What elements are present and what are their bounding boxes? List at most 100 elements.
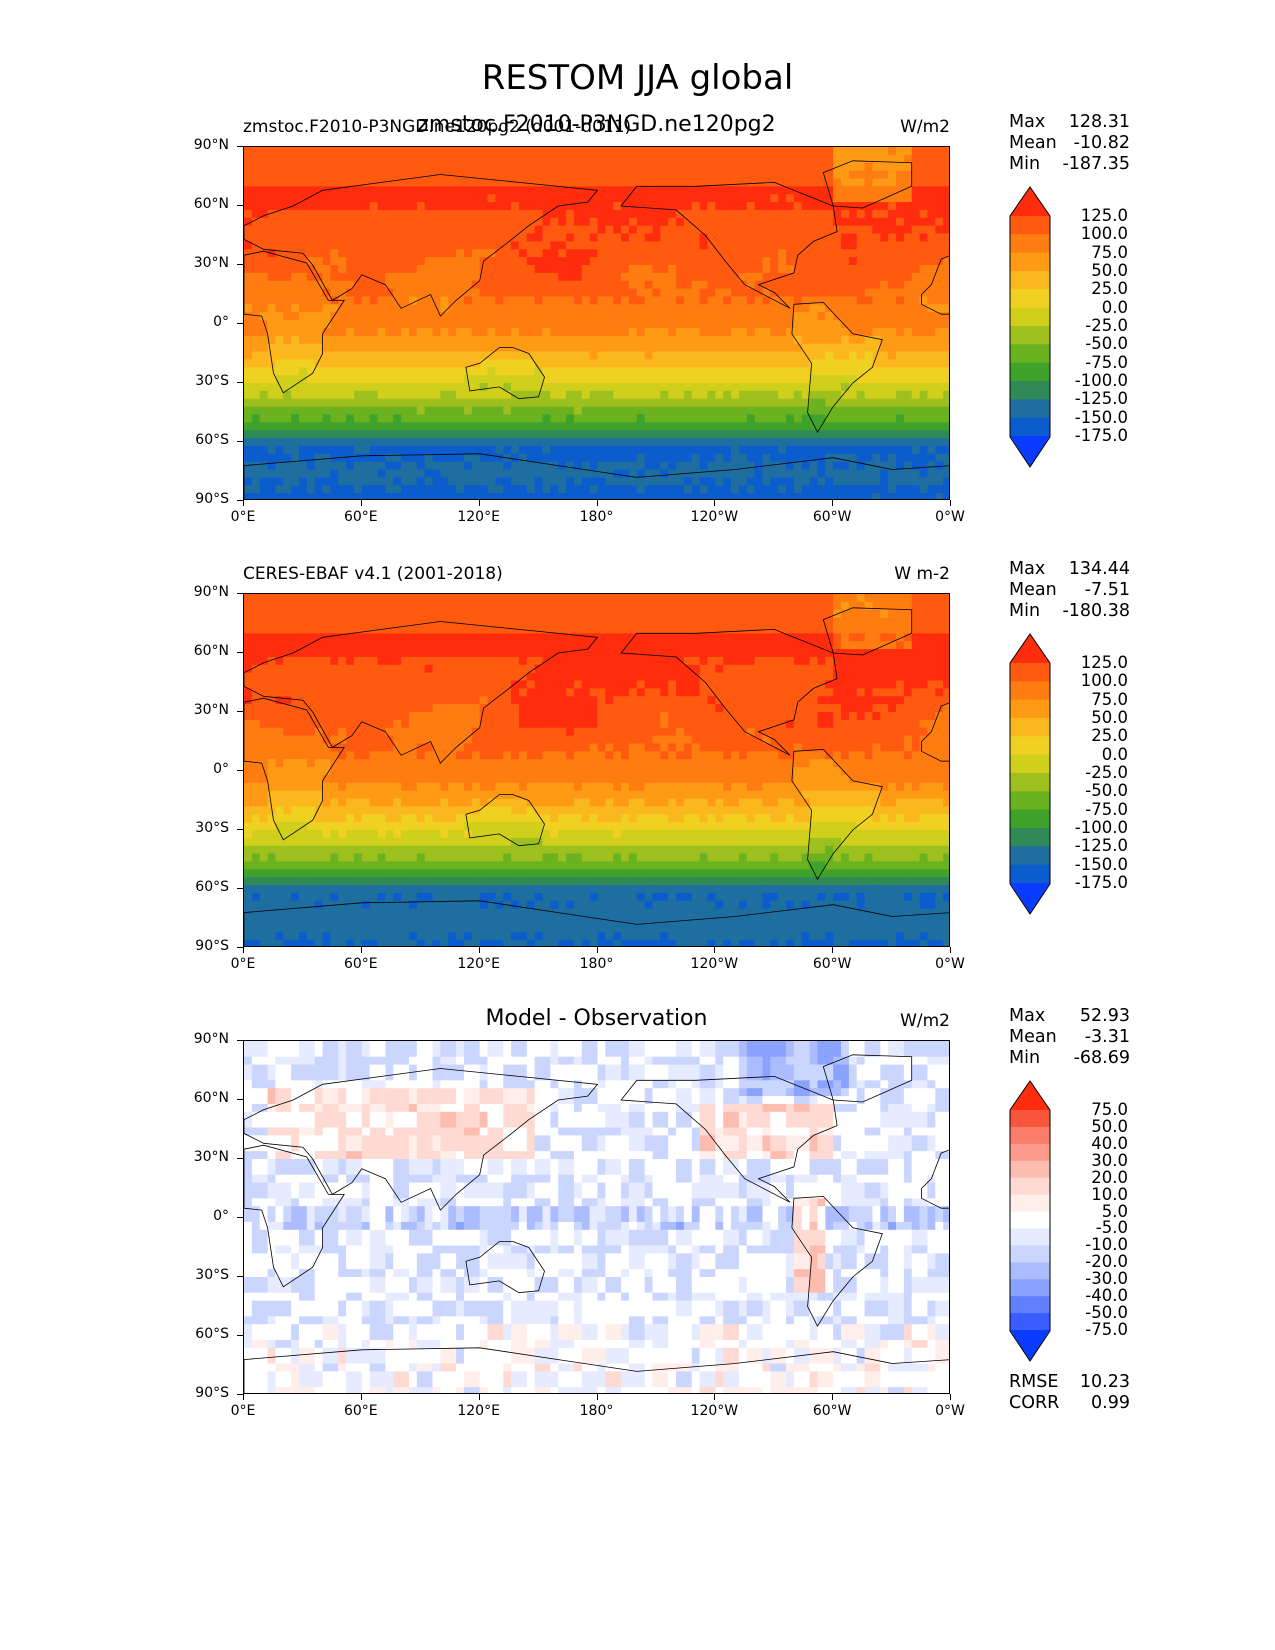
field-cell <box>738 656 748 666</box>
field-cell <box>848 296 858 305</box>
field-cell <box>518 351 528 360</box>
field-cell <box>707 469 716 478</box>
field-cell <box>778 351 787 360</box>
field-cell <box>487 351 496 360</box>
field-cell <box>801 656 811 666</box>
field-cell <box>573 625 583 634</box>
field-cell <box>432 186 441 195</box>
field-cell <box>542 320 551 329</box>
field-cell <box>440 162 449 172</box>
field-cell <box>518 390 528 400</box>
field-cell <box>456 225 465 235</box>
field-cell <box>408 617 418 627</box>
field-cell <box>817 312 826 321</box>
field-cell <box>408 664 418 674</box>
field-cell <box>943 233 949 242</box>
field-cell <box>880 170 889 180</box>
field-cell <box>573 383 583 392</box>
field-cell <box>275 664 284 674</box>
field-cell <box>456 202 465 211</box>
field-cell <box>346 375 355 384</box>
field-cell <box>471 170 481 180</box>
field-cell <box>338 625 347 634</box>
field-cell <box>440 233 449 242</box>
field-cell <box>864 257 874 266</box>
field-cell <box>526 430 536 439</box>
field-cell <box>566 241 575 250</box>
field-cell <box>377 617 386 627</box>
field-cell <box>361 485 371 494</box>
field-cell <box>456 422 465 431</box>
field-cell <box>291 390 300 400</box>
field-cell <box>573 351 583 360</box>
field-cell <box>518 641 528 650</box>
field-cell <box>283 265 292 274</box>
field-cell <box>377 453 386 463</box>
colorbar-segment <box>1010 234 1050 254</box>
field-cell <box>369 217 379 227</box>
field-cell <box>440 375 449 384</box>
field-cell <box>448 265 457 274</box>
field-cell <box>801 154 811 164</box>
field-cell <box>298 438 308 447</box>
field-cell <box>762 186 771 195</box>
field-cell <box>424 241 434 250</box>
field-cell <box>259 656 269 666</box>
field-cell <box>291 170 300 180</box>
field-cell <box>817 265 826 274</box>
field-cell <box>495 335 504 345</box>
field-cell <box>919 320 929 329</box>
field-cell <box>762 398 771 408</box>
field-cell <box>456 209 465 219</box>
field-cell <box>786 202 795 211</box>
field-cell <box>471 217 481 227</box>
field-cell <box>361 257 371 266</box>
field-cell <box>456 359 465 368</box>
field-cell <box>526 147 536 156</box>
field-cell <box>919 469 929 478</box>
field-cell <box>896 493 905 499</box>
field-cell <box>770 280 779 290</box>
field-cell <box>416 335 426 345</box>
field-cell <box>628 202 638 211</box>
field-cell <box>896 154 905 164</box>
field-cell <box>896 633 905 642</box>
field-cell <box>770 343 779 353</box>
field-cell <box>801 280 811 290</box>
field-cell <box>644 406 654 416</box>
field-cell <box>621 327 630 337</box>
field-cell <box>408 170 418 180</box>
field-cell <box>762 438 771 447</box>
field-cell <box>903 359 913 368</box>
field-cell <box>424 664 434 674</box>
field-cell <box>707 383 716 392</box>
field-cell <box>503 209 512 219</box>
field-cell <box>621 162 630 172</box>
field-cell <box>550 438 559 447</box>
field-cell <box>534 445 544 455</box>
field-cell <box>534 304 544 313</box>
field-cell <box>676 327 685 337</box>
field-cell <box>786 406 795 416</box>
field-cell <box>298 633 308 642</box>
field-cell <box>707 398 716 408</box>
field-cell <box>361 438 371 447</box>
field-cell <box>691 390 701 400</box>
field-cell <box>581 641 591 650</box>
field-cell <box>856 633 866 642</box>
field-cell <box>338 601 347 611</box>
field-cell <box>919 390 929 400</box>
field-cell <box>566 422 575 431</box>
field-cell <box>801 625 811 634</box>
field-cell <box>534 154 544 164</box>
field-cell <box>801 351 811 360</box>
field-cell <box>306 154 316 164</box>
field-cell <box>416 320 426 329</box>
field-cell <box>503 438 512 447</box>
field-cell <box>809 265 819 274</box>
field-cell <box>503 461 512 471</box>
field-cell <box>864 320 874 329</box>
field-cell <box>471 641 481 650</box>
field-cell <box>534 430 544 439</box>
field-cell <box>903 438 913 447</box>
